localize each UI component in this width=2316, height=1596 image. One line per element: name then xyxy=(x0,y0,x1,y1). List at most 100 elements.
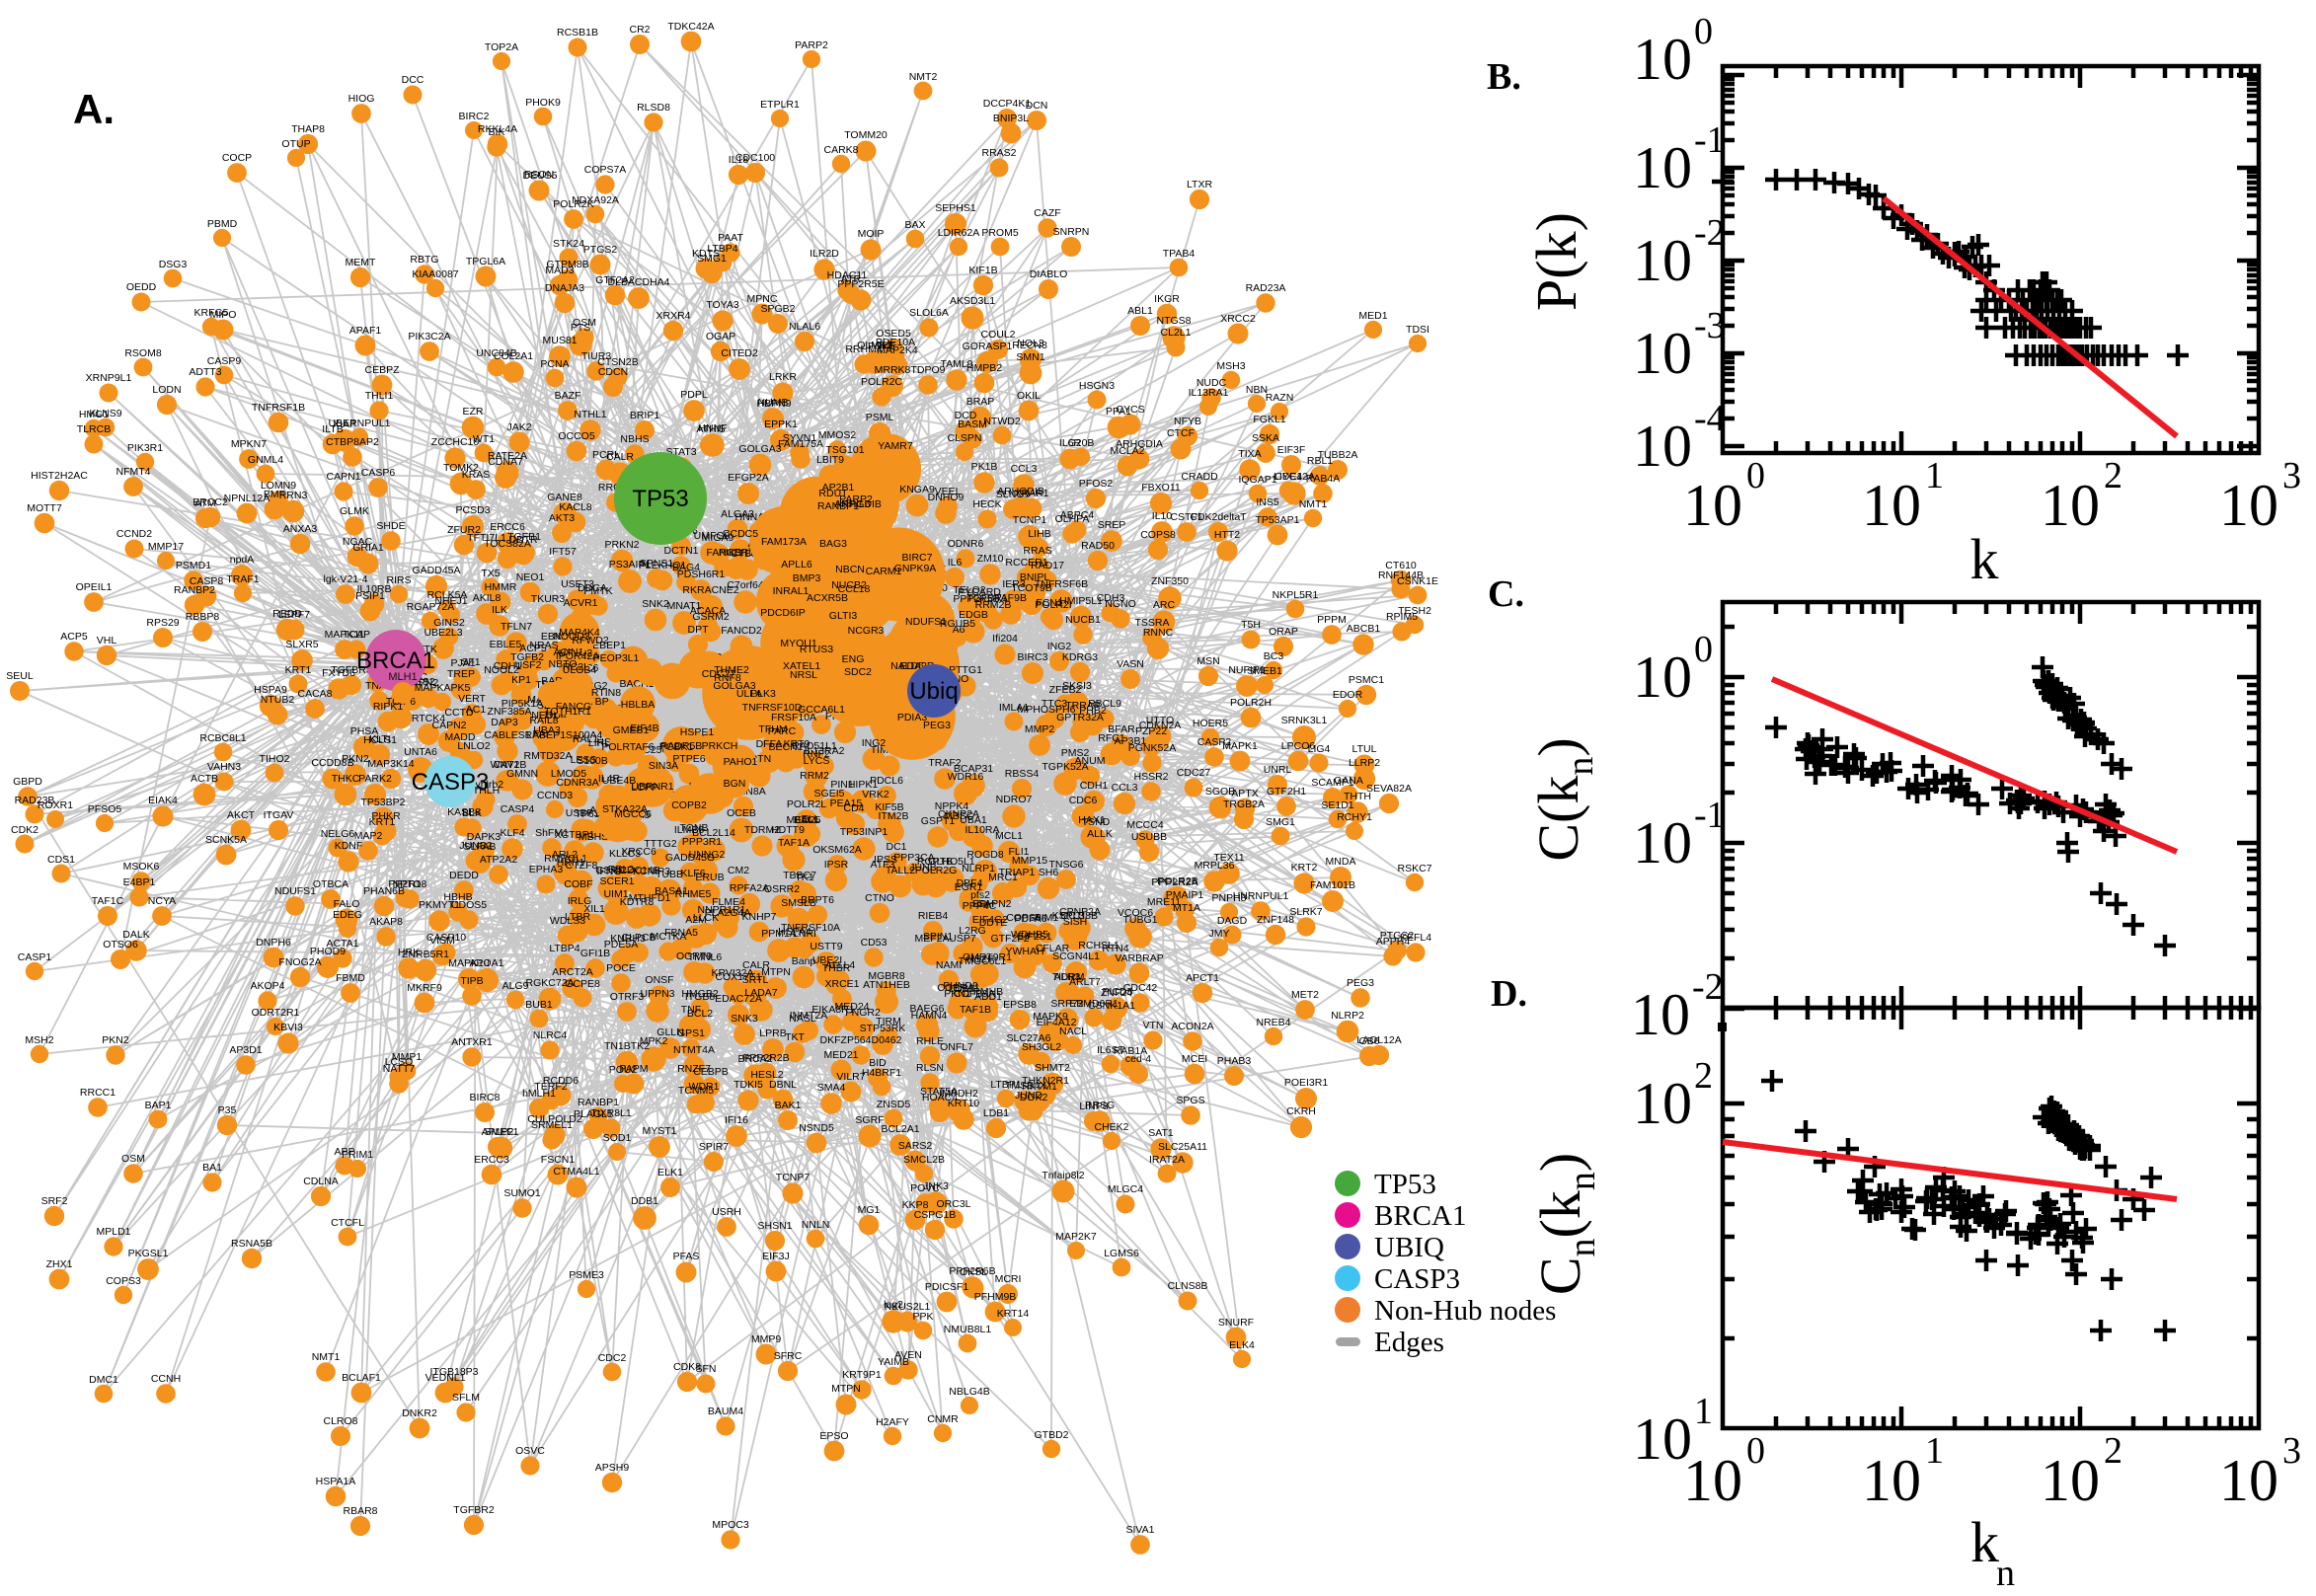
svg-text:3: 3 xyxy=(2282,1430,2301,1472)
svg-text:PSKE: PSKE xyxy=(868,341,895,352)
svg-text:UBA1: UBA1 xyxy=(960,814,987,826)
svg-text:NHEJ1: NHEJ1 xyxy=(434,595,467,607)
svg-text:NBCN: NBCN xyxy=(835,564,865,575)
svg-text:PDFA6: PDFA6 xyxy=(1014,913,1046,925)
svg-text:0: 0 xyxy=(1694,629,1713,670)
svg-text:THLI1: THLI1 xyxy=(365,390,394,402)
svg-text:LTUL: LTUL xyxy=(1352,743,1377,755)
svg-text:CHEK2: CHEK2 xyxy=(1094,1121,1128,1133)
svg-text:BAG4: BAG4 xyxy=(672,562,700,573)
svg-text:BIRC7: BIRC7 xyxy=(902,552,933,564)
svg-text:SMEF1: SMEF1 xyxy=(484,1126,518,1138)
svg-text:CDH1: CDH1 xyxy=(494,660,522,672)
svg-text:ELK1: ELK1 xyxy=(657,1167,683,1178)
svg-text:IER3: IER3 xyxy=(1002,578,1026,590)
svg-text:DSG3: DSG3 xyxy=(159,259,188,270)
svg-text:INMT2A: INMT2A xyxy=(790,1010,828,1022)
svg-text:LTBP4: LTBP4 xyxy=(549,943,579,954)
svg-text:NMT1: NMT1 xyxy=(312,1351,341,1363)
svg-text:Non-Hub nodes: Non-Hub nodes xyxy=(1374,1295,1556,1327)
svg-text:RRCC1: RRCC1 xyxy=(80,1087,116,1099)
svg-text:LNRI: LNRI xyxy=(793,928,816,940)
svg-text:RBBP8: RBBP8 xyxy=(186,611,220,623)
svg-text:RFWD2: RFWD2 xyxy=(572,635,608,646)
svg-text:RADR5B: RADR5B xyxy=(660,740,703,752)
svg-text:HNNF: HNNF xyxy=(698,422,727,434)
svg-text:PROM5: PROM5 xyxy=(981,227,1019,239)
svg-text:CASP10: CASP10 xyxy=(426,932,466,944)
svg-text:SEUL: SEUL xyxy=(6,670,34,682)
svg-text:PHSA: PHSA xyxy=(350,725,379,737)
svg-text:ITGB18P3: ITGB18P3 xyxy=(429,1366,478,1378)
svg-text:HIOG: HIOG xyxy=(348,93,375,105)
svg-text:RIEB4: RIEB4 xyxy=(918,910,949,922)
svg-text:CKNP2A: CKNP2A xyxy=(938,808,979,820)
svg-text:SCAMP1: SCAMP1 xyxy=(1311,777,1353,789)
svg-text:IMPDH2: IMPDH2 xyxy=(939,1088,978,1100)
svg-text:USET3: USET3 xyxy=(561,578,594,590)
svg-text:IRLG: IRLG xyxy=(568,895,592,907)
svg-text:PDPL: PDPL xyxy=(680,389,708,401)
svg-text:BCAP31: BCAP31 xyxy=(954,763,993,775)
svg-text:PBMD: PBMD xyxy=(207,218,238,230)
svg-text:SOD1: SOD1 xyxy=(603,1132,632,1144)
svg-text:BAUM4: BAUM4 xyxy=(708,1406,743,1417)
svg-text:APCT1: APCT1 xyxy=(1186,972,1219,984)
svg-text:ERCC2: ERCC2 xyxy=(193,496,228,508)
svg-text:SEPHS1: SEPHS1 xyxy=(935,202,976,214)
svg-text:SMA4: SMA4 xyxy=(817,1082,846,1094)
svg-text:LYCS: LYCS xyxy=(804,755,830,767)
svg-text:SAT1: SAT1 xyxy=(1148,1127,1174,1139)
svg-text:MPHOSPH6: MPHOSPH6 xyxy=(1018,704,1076,716)
svg-text:BCL2A1: BCL2A1 xyxy=(881,1123,919,1135)
svg-text:DOK2: DOK2 xyxy=(1020,1092,1048,1103)
svg-text:RABEP1S100A4: RABEP1S100A4 xyxy=(525,729,603,741)
svg-text:DMC1: DMC1 xyxy=(89,1374,118,1386)
svg-text:APSH9: APSH9 xyxy=(595,1462,630,1474)
svg-text:CEBPZ: CEBPZ xyxy=(364,364,400,376)
svg-text:RANBP1: RANBP1 xyxy=(578,1097,619,1108)
svg-text:SRMEL1: SRMEL1 xyxy=(531,1119,573,1131)
svg-text:NEO1: NEO1 xyxy=(516,571,545,583)
svg-text:PEG3: PEG3 xyxy=(923,720,951,731)
svg-text:AKCT: AKCT xyxy=(227,809,256,821)
svg-text:UBERNPUL1: UBERNPUL1 xyxy=(328,418,390,429)
svg-text:CEBPB: CEBPB xyxy=(693,1066,729,1078)
svg-text:TIXR8L1: TIXR8L1 xyxy=(590,1107,632,1119)
svg-text:DDTR: DDTR xyxy=(508,534,538,546)
svg-text:ACXR5B: ACXR5B xyxy=(807,592,848,604)
svg-text:CT610: CT610 xyxy=(1385,560,1417,571)
svg-text:VILR7: VILR7 xyxy=(836,1071,865,1083)
svg-text:OSVC: OSVC xyxy=(515,1445,545,1457)
svg-text:0: 0 xyxy=(1746,1430,1765,1472)
svg-text:HSPE1: HSPE1 xyxy=(680,726,715,738)
svg-text:SFRC: SFRC xyxy=(774,1350,803,1362)
svg-text:G20B: G20B xyxy=(1068,437,1095,449)
svg-text:LADA7: LADA7 xyxy=(744,987,777,999)
svg-text:COUL2: COUL2 xyxy=(980,329,1015,341)
svg-text:HECK: HECK xyxy=(972,498,1001,510)
svg-text:ITM2B: ITM2B xyxy=(879,810,909,822)
svg-text:NUCB2: NUCB2 xyxy=(831,579,867,591)
svg-text:CASP4: CASP4 xyxy=(501,803,535,815)
svg-text:HDAC11: HDAC11 xyxy=(827,269,868,281)
svg-text:NLRP2: NLRP2 xyxy=(1331,1010,1364,1022)
svg-text:NPPK4: NPPK4 xyxy=(935,800,969,812)
svg-text:PDCD6IP: PDCD6IP xyxy=(760,607,806,619)
svg-text:10: 10 xyxy=(2041,1448,2100,1513)
svg-text:BAG3: BAG3 xyxy=(819,538,847,550)
svg-text:10: 10 xyxy=(2219,473,2278,538)
svg-text:NLRP1: NLRP1 xyxy=(962,863,995,874)
svg-text:CITED2: CITED2 xyxy=(721,347,758,359)
svg-text:TEX11: TEX11 xyxy=(1213,852,1244,864)
svg-text:DDB1: DDB1 xyxy=(631,1195,658,1207)
svg-text:IPOR42A: IPOR42A xyxy=(556,650,599,662)
svg-text:OLMK3: OLMK3 xyxy=(857,340,892,351)
svg-text:CDC6: CDC6 xyxy=(1069,795,1098,806)
svg-text:RAD23B: RAD23B xyxy=(15,795,55,806)
svg-text:GMNN: GMNN xyxy=(506,768,538,780)
svg-text:SLC27A6: SLC27A6 xyxy=(1007,1032,1051,1044)
svg-text:hMLH1: hMLH1 xyxy=(522,1088,556,1100)
svg-text:ACACA: ACACA xyxy=(690,605,726,617)
svg-text:L2RG: L2RG xyxy=(959,925,985,937)
